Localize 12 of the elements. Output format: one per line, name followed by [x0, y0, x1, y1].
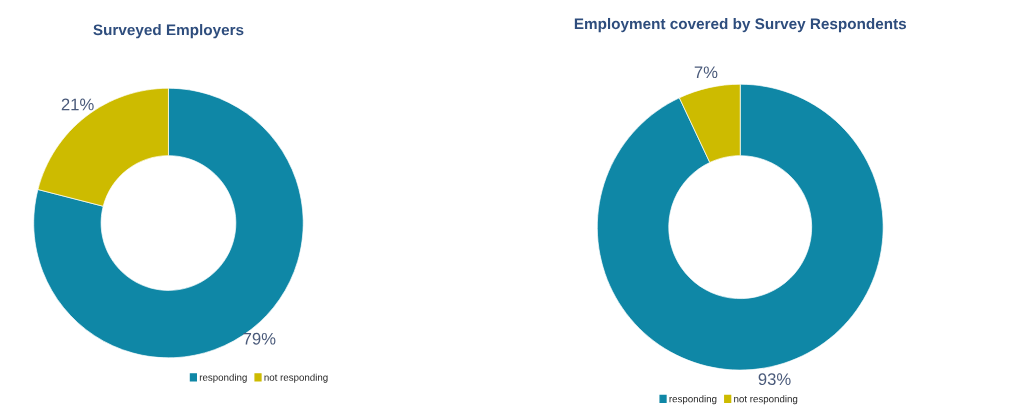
chart-title: Surveyed Employers: [93, 24, 244, 39]
donut-slice: [596, 83, 884, 371]
data-label: 79%: [243, 332, 276, 345]
legend-label: responding: [199, 373, 247, 383]
chart-title: Employment covered by Survey Respondents: [574, 17, 907, 33]
donut-slice: [33, 87, 304, 359]
data-label: 93%: [758, 373, 791, 386]
legend-label: not responding: [264, 373, 328, 383]
legend-label: not responding: [734, 395, 798, 405]
data-label: 21%: [61, 98, 94, 111]
legend-label: responding: [669, 395, 717, 405]
data-label: 7%: [694, 66, 718, 79]
